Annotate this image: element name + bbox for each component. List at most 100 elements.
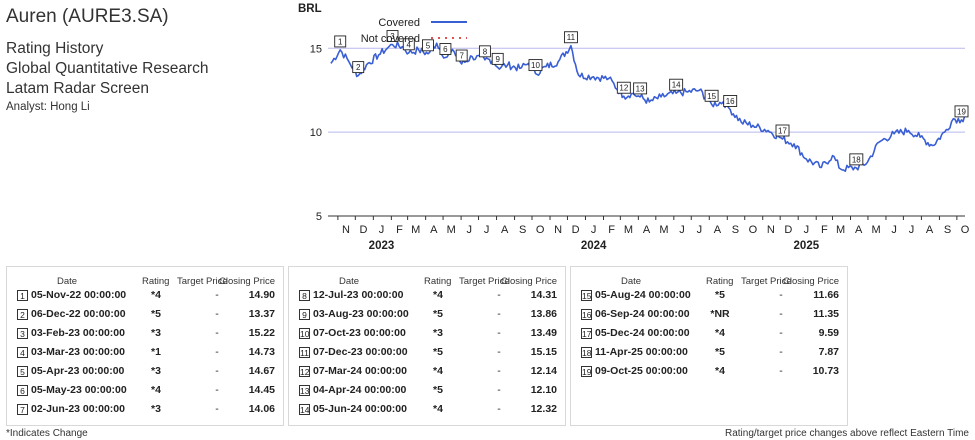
row-target-price: - — [497, 365, 501, 377]
row-number-box: 17 — [581, 328, 592, 339]
table-row: 9 03-Aug-23 00:00:00 *5 - 13.86 — [289, 307, 565, 324]
row-date: 03-Mar-23 00:00:00 — [31, 346, 125, 358]
table-row: 6 05-May-23 00:00:00 *4 - 14.45 — [7, 383, 283, 400]
rating-marker-box — [775, 124, 790, 137]
rating-marker-box — [704, 89, 719, 102]
row-target-price: - — [779, 346, 783, 358]
header-closing-price: Closing Price — [219, 276, 275, 287]
header-date: Date — [621, 276, 642, 287]
row-date: 04-Apr-24 00:00:00 — [313, 384, 407, 396]
rating-marker-box — [352, 61, 365, 74]
row-date: 05-May-23 00:00:00 — [31, 384, 127, 396]
header-date: Date — [57, 276, 78, 287]
rating-marker-label: 16 — [726, 97, 735, 106]
rating-marker-box — [563, 31, 578, 44]
row-date: 03-Feb-23 00:00:00 — [31, 327, 125, 339]
rating-marker-label: 2 — [356, 63, 361, 72]
table-row: 19 09-Oct-25 00:00:00 *4 - 10.73 — [571, 364, 847, 381]
table-row: 12 07-Mar-24 00:00:00 *4 - 12.14 — [289, 364, 565, 381]
row-number-box: 1 — [17, 290, 28, 301]
report-header: Auren (AURE3.SA) Rating History Global Q… — [6, 0, 208, 115]
row-closing-price: 13.49 — [530, 327, 557, 339]
row-target-price: - — [497, 384, 501, 396]
rating-marker-box — [422, 39, 434, 52]
subtitle-research-group: Global Quantitative Research — [6, 60, 209, 77]
row-rating: *3 — [151, 327, 161, 339]
table-row: 7 02-Jun-23 00:00:00 *3 - 14.06 — [7, 402, 283, 419]
row-closing-price: 14.06 — [248, 403, 275, 415]
footnote-time: Rating/target price changes above reflec… — [724, 428, 969, 439]
row-rating: *4 — [151, 289, 161, 301]
x-tick-label: D — [572, 224, 580, 236]
row-closing-price: 12.10 — [530, 384, 557, 396]
rating-marker-label: 17 — [778, 127, 787, 136]
rating-marker-label: 19 — [957, 107, 966, 116]
rating-marker-label: 3 — [390, 32, 395, 41]
table-row: 13 04-Apr-24 00:00:00 *5 - 12.10 — [289, 383, 565, 400]
row-target-price: - — [215, 384, 219, 396]
row-date: 02-Jun-23 00:00:00 — [31, 403, 125, 415]
table-row: 16 06-Sep-24 00:00:00 *NR - 11.35 — [571, 307, 847, 324]
rating-marker-label: 7 — [459, 52, 464, 61]
row-date: 05-Nov-22 00:00:00 — [31, 289, 127, 301]
row-closing-price: 14.73 — [248, 346, 275, 358]
row-closing-price: 7.87 — [818, 346, 839, 358]
row-date: 07-Dec-23 00:00:00 — [313, 346, 408, 358]
row-date: 05-Apr-23 00:00:00 — [31, 365, 125, 377]
row-target-price: - — [215, 308, 219, 320]
row-number-box: 7 — [17, 404, 28, 415]
row-rating: *5 — [433, 346, 443, 358]
rating-marker-label: 14 — [672, 81, 681, 90]
rating-marker-label: 1 — [338, 37, 343, 46]
row-rating: *4 — [433, 403, 443, 415]
row-target-price: - — [497, 327, 501, 339]
row-closing-price: 13.86 — [530, 308, 557, 320]
table-row: 1 05-Nov-22 00:00:00 *4 - 14.90 — [7, 288, 283, 305]
row-target-price: - — [779, 327, 783, 339]
row-number-box: 12 — [299, 366, 310, 377]
row-number-box: 10 — [299, 328, 310, 339]
row-rating: *3 — [151, 403, 161, 415]
x-tick-label: O — [536, 224, 545, 236]
x-tick-label: M — [447, 224, 456, 236]
table-row: 14 05-Jun-24 00:00:00 *4 - 12.32 — [289, 402, 565, 419]
row-closing-price: 11.66 — [813, 289, 839, 301]
x-tick-label: M — [836, 224, 845, 236]
table-row: 4 03-Mar-23 00:00:00 *1 - 14.73 — [7, 345, 283, 362]
rating-marker-box — [334, 35, 347, 48]
x-tick-label: J — [891, 224, 897, 236]
table-row: 11 07-Dec-23 00:00:00 *5 - 15.15 — [289, 345, 565, 362]
x-tick-label: J — [804, 224, 810, 236]
x-tick-label: M — [871, 224, 880, 236]
rating-table-2: Date Rating Target Price Closing Price 8 12-J… — [288, 266, 566, 426]
x-tick-label: F — [396, 224, 403, 236]
row-closing-price: 14.45 — [248, 384, 275, 396]
row-rating: *4 — [433, 289, 443, 301]
rating-marker-label: 9 — [495, 55, 500, 64]
header-rating: Rating — [706, 276, 734, 287]
x-tick-label: O — [749, 224, 758, 236]
x-tick-label: N — [767, 224, 775, 236]
row-date: 06-Dec-22 00:00:00 — [31, 308, 126, 320]
year-label: 2025 — [794, 240, 820, 252]
x-tick-label: M — [659, 224, 668, 236]
x-tick-label: S — [944, 224, 951, 236]
table-row: 3 03-Feb-23 00:00:00 *3 - 15.22 — [7, 326, 283, 343]
row-rating: *5 — [151, 308, 161, 320]
row-closing-price: 12.32 — [530, 403, 557, 415]
row-date: 07-Oct-23 00:00:00 — [313, 327, 406, 339]
x-tick-label: S — [519, 224, 526, 236]
row-rating: *5 — [715, 289, 725, 301]
rating-marker-label: 8 — [483, 47, 488, 56]
row-rating: *3 — [433, 327, 443, 339]
row-target-price: - — [215, 365, 219, 377]
row-closing-price: 14.31 — [530, 289, 557, 301]
x-tick-label: A — [855, 224, 863, 236]
row-rating: *5 — [715, 346, 725, 358]
row-date: 05-Aug-24 00:00:00 — [595, 289, 691, 301]
x-tick-label: J — [591, 224, 597, 236]
header-target-price: Target Price — [177, 276, 228, 287]
row-target-price: - — [215, 403, 219, 415]
rating-table-3: Date Rating Target Price Closing Price 15 05-… — [570, 266, 848, 426]
